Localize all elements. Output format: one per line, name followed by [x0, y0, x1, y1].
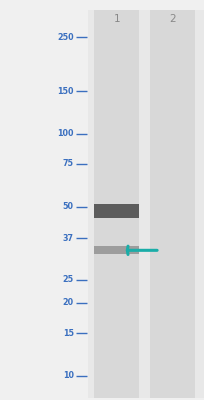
Text: 37: 37: [62, 234, 73, 243]
Bar: [94, 10, 139, 398]
Text: 100: 100: [57, 129, 73, 138]
Bar: [94, 246, 139, 254]
Text: 75: 75: [62, 160, 73, 168]
Bar: [88, 10, 204, 398]
Text: 20: 20: [62, 298, 73, 308]
Bar: [94, 204, 139, 218]
Text: 1: 1: [113, 14, 120, 24]
Text: 150: 150: [57, 86, 73, 96]
Text: 250: 250: [57, 33, 73, 42]
Text: 15: 15: [62, 329, 73, 338]
Bar: [149, 10, 194, 398]
Text: 2: 2: [168, 14, 175, 24]
Text: 25: 25: [62, 275, 73, 284]
Text: 10: 10: [62, 371, 73, 380]
Text: 50: 50: [62, 202, 73, 211]
